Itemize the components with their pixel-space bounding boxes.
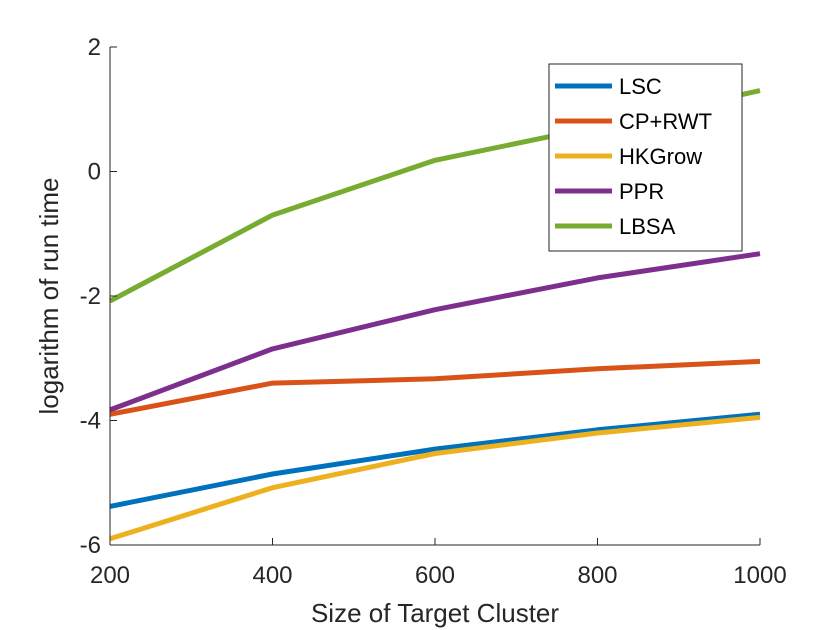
y-axis-label: logarithm of run time — [34, 178, 64, 415]
x-tick-label: 1000 — [733, 562, 786, 589]
legend-items: LSC CP+RWT HKGrow PPR LBSA — [555, 74, 712, 239]
series-line-cp-rwt — [109, 358, 761, 417]
legend-label-cp-rwt: CP+RWT — [619, 109, 712, 134]
series-line-ppr — [109, 251, 761, 413]
y-tick-label: -6 — [80, 532, 101, 559]
y-ticks: -6 -4 -2 0 2 — [80, 34, 117, 559]
series-line-lsc — [109, 411, 761, 509]
legend: LSC CP+RWT HKGrow PPR LBSA — [548, 63, 743, 252]
x-tick-label: 800 — [577, 562, 617, 589]
y-tick-label: -2 — [80, 283, 101, 310]
y-tick-label: 2 — [88, 34, 101, 61]
x-axis-label: Size of Target Cluster — [311, 598, 559, 628]
series-layer — [108, 88, 761, 542]
legend-label-ppr: PPR — [619, 179, 664, 204]
x-tick-label: 400 — [252, 562, 292, 589]
y-tick-label: 0 — [88, 159, 101, 186]
legend-label-lbsa: LBSA — [619, 214, 676, 239]
x-ticks: 200 400 600 800 1000 — [90, 538, 787, 589]
legend-label-hkgrow: HKGrow — [619, 144, 702, 169]
x-tick-label: 600 — [415, 562, 455, 589]
series-line-hkgrow — [109, 414, 761, 542]
y-tick-label: -4 — [80, 408, 101, 435]
x-tick-label: 200 — [90, 562, 130, 589]
legend-label-lsc: LSC — [619, 74, 662, 99]
